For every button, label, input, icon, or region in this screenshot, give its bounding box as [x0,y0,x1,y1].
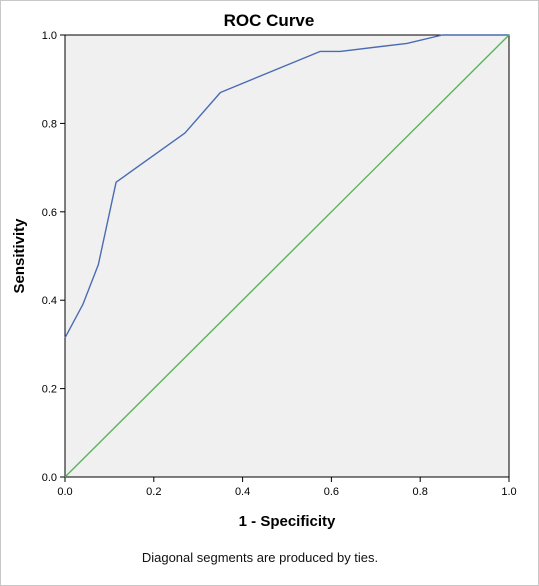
chart-title: ROC Curve [224,11,315,30]
y-tick-label: 0.8 [42,118,57,130]
reference-diagonal-line [64,34,510,478]
x-tick-label: 0.4 [235,486,250,498]
x-tick-label: 0.8 [413,486,428,498]
x-tick-label: 0.0 [57,486,72,498]
x-axis-label: 1 - Specificity [239,513,336,530]
y-tick-label: 1.0 [42,30,57,42]
y-tick-label: 0.4 [42,295,57,307]
x-tick-label: 0.2 [146,486,161,498]
axis-ticks: 0.0 0.2 0.4 0.6 0.8 1.0 0.0 0.2 0.4 0.6 0.8 1.0 [42,30,517,498]
y-tick-label: 0.6 [42,207,57,219]
roc-curve-line [64,34,509,339]
y-tick-label: 0.0 [42,472,57,484]
y-axis-label: Sensitivity [11,218,28,294]
y-tick-label: 0.2 [42,384,57,396]
x-tick-label: 0.6 [324,486,339,498]
chart-footnote: Diagonal segments are produced by ties. [142,550,378,565]
series-layer [64,34,510,478]
x-tick-label: 1.0 [501,486,516,498]
